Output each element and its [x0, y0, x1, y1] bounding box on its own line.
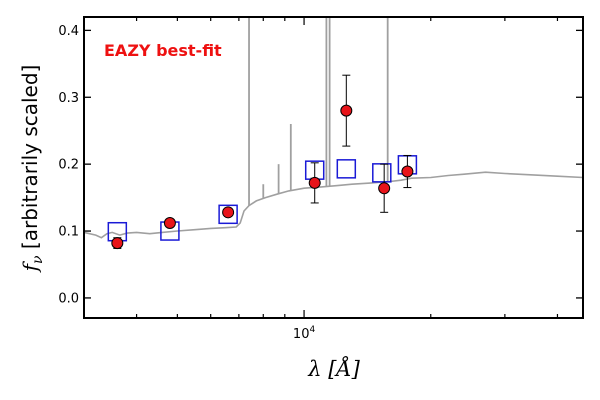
y-tick-label: 0.2 — [58, 158, 79, 173]
observed-point — [378, 182, 391, 195]
template-continuum — [84, 171, 583, 239]
plot-frame — [83, 16, 584, 319]
axis-ticks — [83, 17, 583, 318]
y-tick-label: 0.4 — [58, 24, 79, 39]
y-tick-label: 0.1 — [58, 225, 79, 240]
y-tick-label: 0.0 — [58, 291, 79, 306]
annotation-label: EAZY best-fit — [104, 41, 222, 60]
x-axis-title: λ [Å] — [307, 356, 360, 381]
tick-labels: 0.0 0.1 0.2 0.3 0.4 104 — [58, 24, 315, 342]
observed-point — [222, 206, 235, 219]
y-axis-title: fν [arbitrarily scaled] — [18, 65, 46, 274]
observed-point — [340, 104, 353, 117]
observed-point — [163, 217, 176, 230]
model-point — [218, 204, 238, 225]
observed-point — [401, 165, 414, 178]
observed-point — [308, 176, 321, 189]
x-tick-label: 104 — [293, 325, 316, 342]
observed-photometry-series — [111, 74, 414, 250]
model-point — [336, 159, 357, 179]
y-tick-label: 0.3 — [58, 91, 79, 106]
observed-point — [111, 237, 124, 250]
